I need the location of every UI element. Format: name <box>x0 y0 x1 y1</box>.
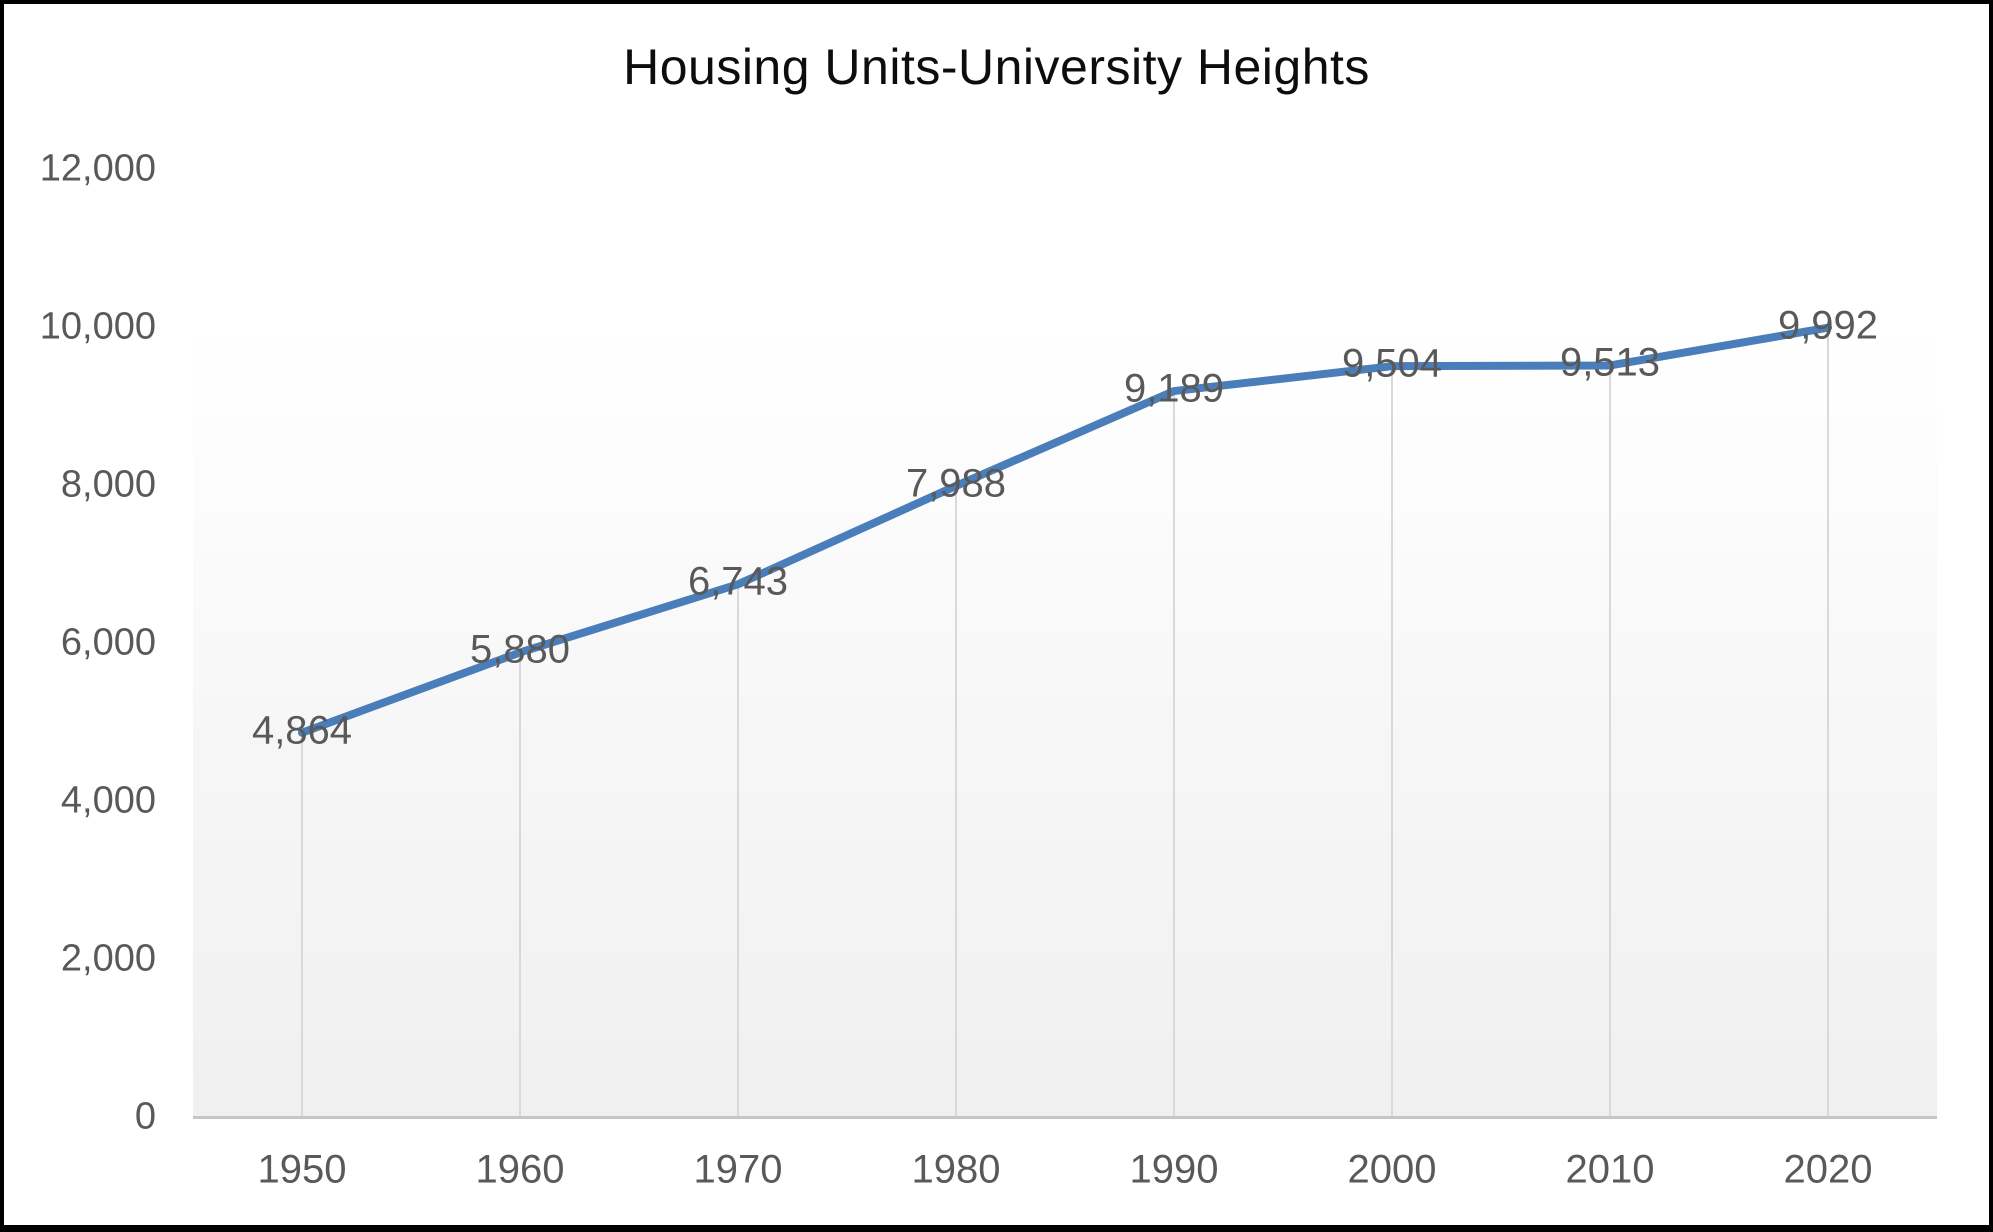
chart-title: Housing Units-University Heights <box>623 39 1370 95</box>
data-label: 9,513 <box>1559 340 1661 385</box>
y-tick-label: 2,000 <box>60 937 156 980</box>
x-tick-label: 2000 <box>1347 1147 1437 1192</box>
y-tick-label: 12,000 <box>39 147 156 190</box>
drop-lines-group <box>301 327 1829 1117</box>
data-label: 7,988 <box>905 461 1007 506</box>
x-tick-label: 1950 <box>257 1147 347 1192</box>
y-tick-label: 10,000 <box>39 305 156 348</box>
data-label: 9,504 <box>1341 341 1443 386</box>
y-tick-label: 4,000 <box>60 779 156 822</box>
y-tick-label: 0 <box>134 1095 156 1138</box>
data-label: 6,743 <box>687 559 789 604</box>
data-label: 4,864 <box>251 708 353 753</box>
series-svg <box>298 323 1832 1117</box>
x-tick-label: 2010 <box>1565 1147 1655 1192</box>
y-tick-label: 6,000 <box>60 621 156 664</box>
series-line <box>298 323 1832 737</box>
x-tick-label: 1960 <box>475 1147 565 1192</box>
data-label: 9,992 <box>1777 303 1879 348</box>
plot-area <box>193 169 1937 1117</box>
x-axis-line <box>193 1116 1937 1119</box>
data-label: 9,189 <box>1123 366 1225 411</box>
data-label: 5,880 <box>469 627 571 672</box>
x-tick-label: 2020 <box>1783 1147 1873 1192</box>
y-tick-label: 8,000 <box>60 463 156 506</box>
x-tick-label: 1980 <box>911 1147 1001 1192</box>
x-tick-label: 1970 <box>693 1147 783 1192</box>
x-tick-label: 1990 <box>1129 1147 1219 1192</box>
